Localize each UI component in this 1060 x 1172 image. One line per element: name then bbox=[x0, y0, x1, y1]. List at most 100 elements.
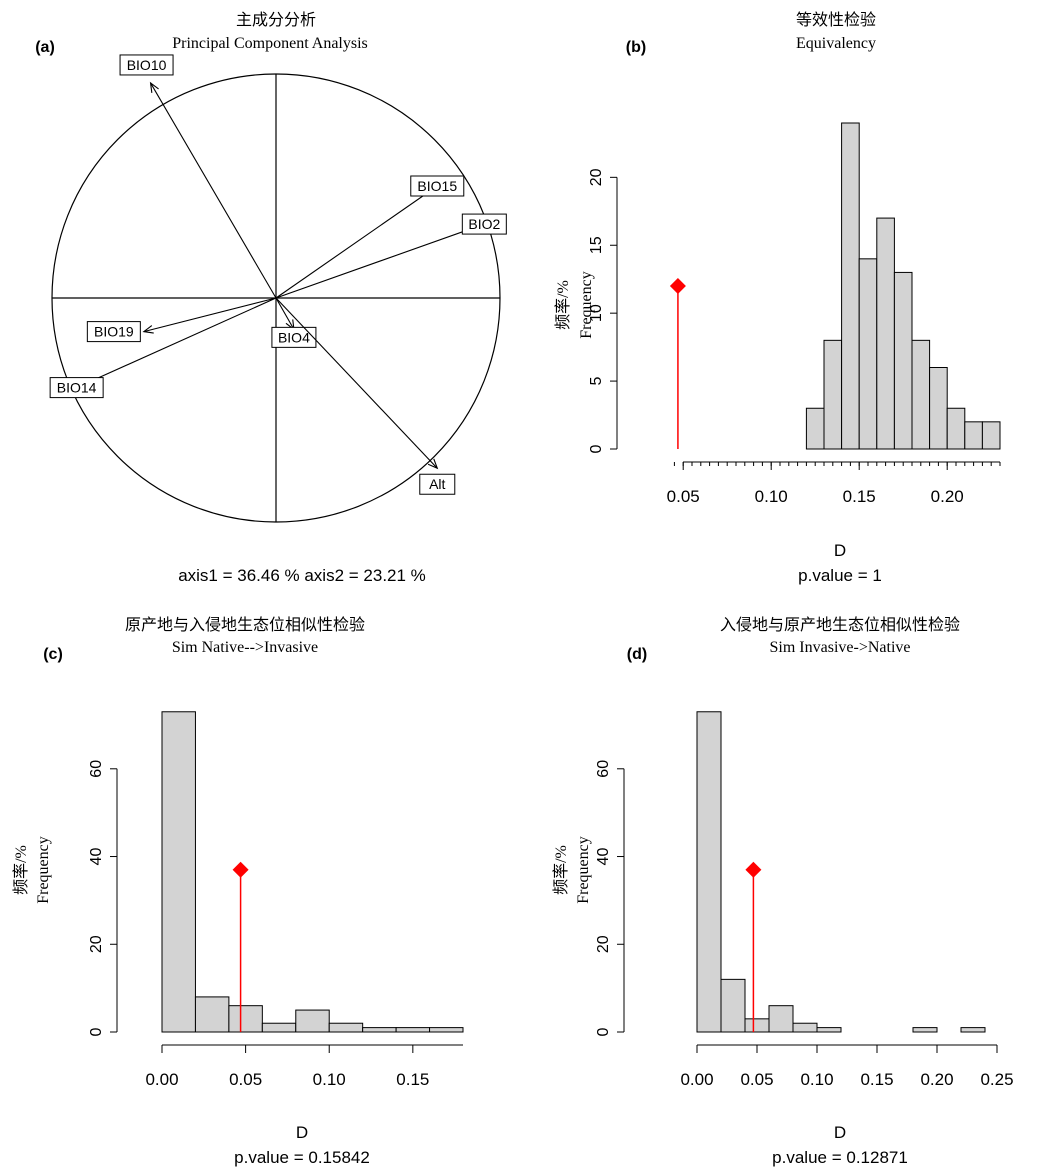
histogram-bar bbox=[328, 1022, 364, 1033]
histogram-bar bbox=[792, 1022, 818, 1033]
y-tick-label: 10 bbox=[588, 304, 605, 322]
histogram-bar bbox=[261, 1022, 297, 1033]
p-value-label: p.value = 1 bbox=[798, 566, 882, 585]
y-axis-label-cn: 频率/% bbox=[12, 845, 30, 895]
y-tick-label: 20 bbox=[595, 935, 612, 953]
y-axis-label: Frequency bbox=[578, 271, 595, 339]
x-tick-label: 0.15 bbox=[860, 1070, 893, 1089]
y-tick-label: 60 bbox=[88, 760, 105, 778]
histogram-bar bbox=[858, 258, 878, 450]
vector-label: BIO19 bbox=[94, 324, 134, 340]
observed-marker bbox=[669, 278, 686, 294]
y-tick-label: 0 bbox=[588, 444, 605, 453]
x-tick-label: 0.05 bbox=[740, 1070, 773, 1089]
arrow-head bbox=[142, 325, 154, 334]
vector-label: BIO4 bbox=[278, 329, 310, 345]
histogram-bar bbox=[841, 122, 860, 450]
y-axis-label: Frequency bbox=[575, 836, 592, 904]
vector-label-box bbox=[419, 473, 456, 495]
x-tick-label: 0.10 bbox=[800, 1070, 833, 1089]
histogram-bar bbox=[805, 407, 825, 450]
x-axis-label: D bbox=[834, 541, 846, 560]
chart-title: Equivalency bbox=[796, 35, 876, 52]
y-tick-label: 40 bbox=[88, 848, 105, 866]
histogram-bar bbox=[816, 1027, 842, 1033]
y-tick-label: 15 bbox=[588, 236, 605, 254]
vector-label: BIO14 bbox=[57, 380, 97, 396]
x-tick-label: 0.05 bbox=[667, 487, 700, 506]
histogram-bar bbox=[893, 271, 913, 450]
x-tick-label: 0.05 bbox=[229, 1070, 262, 1089]
x-axis-label: D bbox=[834, 1123, 846, 1142]
x-tick-label: 0.00 bbox=[680, 1070, 713, 1089]
p-value-label: p.value = 0.15842 bbox=[234, 1148, 370, 1167]
observed-marker bbox=[745, 861, 762, 878]
y-tick-label: 0 bbox=[88, 1027, 105, 1036]
histogram-bar bbox=[295, 1009, 330, 1033]
x-tick-label: 0.20 bbox=[920, 1070, 953, 1089]
pca-panel: (a) 主成分分析 Principal Component Analysis BIO1… bbox=[35, 11, 507, 585]
vector-label-box bbox=[461, 213, 507, 235]
x-tick-label: 0.15 bbox=[396, 1070, 429, 1089]
panel-label: (d) bbox=[627, 646, 647, 663]
chart-title-cn: 入侵地与原产地生态位相似性检验 bbox=[720, 616, 960, 634]
y-tick-label: 0 bbox=[595, 1027, 612, 1036]
arrow-head bbox=[149, 81, 159, 93]
loading-arrow bbox=[143, 297, 277, 333]
loading-arrow bbox=[275, 223, 485, 299]
vector-label: BIO15 bbox=[417, 178, 457, 194]
histogram-bar bbox=[929, 367, 948, 450]
x-tick-label: 0.10 bbox=[313, 1070, 346, 1089]
histogram-bar bbox=[960, 1027, 986, 1033]
histogram-panel-native-to-invasive: (c) 原产地与入侵地生态位相似性检验 Sim Native-->Invasive 0… bbox=[12, 616, 464, 1167]
vector-label: BIO10 bbox=[127, 57, 167, 73]
histogram-bar bbox=[911, 339, 931, 450]
vector-label: Alt bbox=[429, 476, 445, 492]
histogram-panel-invasive-to-native: (d) 入侵地与原产地生态位相似性检验 Sim Invasive->Native 0 2… bbox=[552, 616, 1014, 1167]
chart-title-cn: 主成分分析 bbox=[236, 11, 316, 29]
vector-label-box bbox=[86, 321, 141, 343]
histogram-bar bbox=[720, 978, 746, 1033]
vector-label-box bbox=[410, 175, 465, 197]
x-axis-label: D bbox=[296, 1123, 308, 1142]
panel-label: (a) bbox=[35, 39, 55, 56]
histogram-bar bbox=[395, 1027, 431, 1033]
y-axis-label: Frequency bbox=[35, 836, 52, 904]
arrow-head bbox=[427, 458, 439, 470]
y-tick-label: 20 bbox=[88, 935, 105, 953]
variance-explained-caption: axis1 = 36.46 % axis2 = 23.21 % bbox=[178, 566, 426, 585]
x-tick-label: 0.00 bbox=[145, 1070, 178, 1089]
panel-label: (c) bbox=[43, 646, 63, 663]
chart-title: Sim Native-->Invasive bbox=[172, 639, 318, 656]
histogram-bar bbox=[876, 217, 895, 450]
panel-label: (b) bbox=[626, 39, 646, 56]
histogram-bar bbox=[194, 996, 230, 1033]
histogram-bar bbox=[946, 407, 966, 450]
histogram-bar bbox=[981, 421, 1001, 450]
loading-arrow bbox=[76, 297, 277, 389]
histogram-bar bbox=[228, 1005, 263, 1033]
vector-label: BIO2 bbox=[468, 216, 500, 232]
chart-title-cn: 等效性检验 bbox=[796, 11, 876, 29]
y-axis-label-cn: 频率/% bbox=[552, 845, 570, 895]
vector-label-box bbox=[119, 54, 174, 76]
loading-arrow bbox=[275, 297, 438, 469]
histogram-bar bbox=[429, 1027, 464, 1033]
loading-arrow bbox=[275, 185, 438, 299]
histogram-bar bbox=[696, 711, 722, 1033]
histogram-bar bbox=[744, 1018, 770, 1033]
loading-arrow bbox=[275, 297, 295, 330]
chart-title: Sim Invasive->Native bbox=[770, 639, 911, 656]
y-tick-label: 40 bbox=[595, 848, 612, 866]
histogram-bar bbox=[161, 711, 196, 1033]
observed-marker bbox=[232, 861, 249, 878]
y-tick-label: 5 bbox=[588, 377, 605, 386]
chart-title: Principal Component Analysis bbox=[172, 35, 368, 52]
x-tick-label: 0.20 bbox=[931, 487, 964, 506]
x-tick-label: 0.25 bbox=[980, 1070, 1013, 1089]
x-tick-label: 0.10 bbox=[755, 487, 788, 506]
histogram-bar bbox=[912, 1027, 938, 1033]
p-value-label: p.value = 0.12871 bbox=[772, 1148, 908, 1167]
loading-arrow bbox=[150, 82, 277, 299]
y-axis-label-cn: 频率/% bbox=[554, 280, 572, 330]
